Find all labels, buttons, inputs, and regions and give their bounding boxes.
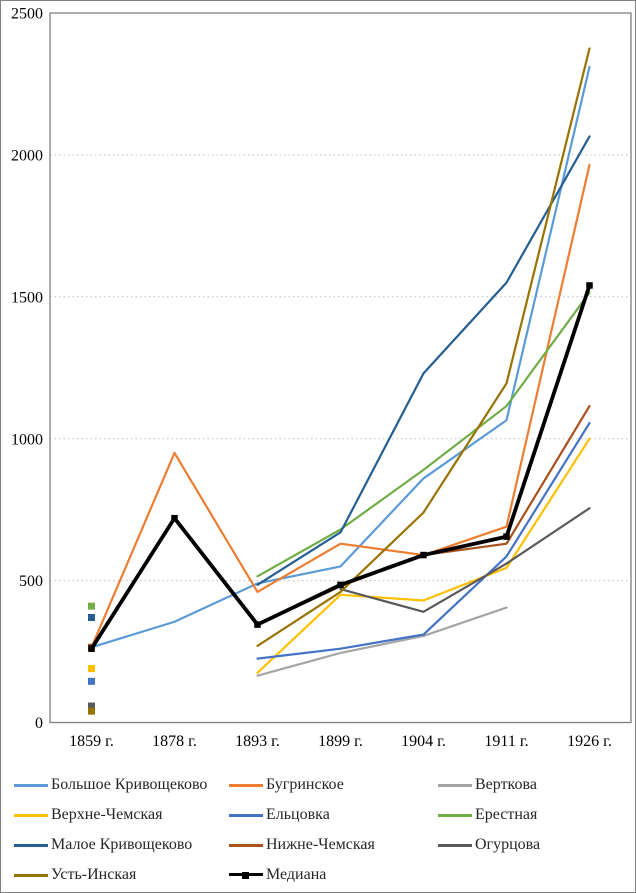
data-point-marker [88, 613, 95, 621]
series-line-1 [90, 65, 591, 649]
line-chart-canvas: 0 500 1000 1500 2000 2500 1859 г. 1878 г. 1893 г… [11, 6, 632, 750]
data-point-marker [88, 677, 95, 685]
legend-swatch-icon [438, 811, 472, 820]
data-point-marker [88, 702, 95, 710]
median-marker [88, 645, 95, 652]
median-marker [337, 581, 344, 589]
legend-item: Нижне-Чемская [229, 834, 438, 856]
y-axis-tick-label: 1500 [11, 289, 43, 306]
legend-swatch-icon [14, 871, 48, 880]
legend-label: Огурцова [475, 836, 541, 853]
legend-label: Нижне-Чемская [266, 836, 375, 853]
median-marker [503, 533, 510, 540]
legend-swatch-icon [229, 781, 263, 790]
legend-swatch-icon [438, 841, 472, 850]
legend-item: Огурцова [438, 834, 626, 856]
legend-label: Большое Кривощеково [51, 776, 208, 793]
y-axis-tick-label: 0 [35, 715, 43, 732]
legend-item: Верхне-Чемская [14, 804, 229, 826]
data-point-marker [88, 602, 95, 610]
legend-label: Медиана [266, 866, 327, 883]
chart-legend: Большое Кривощеково Бугринское Верткова Вер… [14, 770, 626, 890]
legend-item: Малое Кривощеково [14, 834, 229, 856]
legend-label: Ерестная [475, 806, 538, 823]
legend-item: Верткова [438, 774, 626, 796]
data-point-marker [88, 707, 95, 715]
x-axis-tick-label: 1904 г. [401, 733, 446, 750]
y-axis-tick-label: 2500 [11, 6, 43, 23]
median-marker [171, 514, 178, 522]
legend-swatch-icon [229, 871, 263, 880]
legend-label: Ельцовка [266, 806, 330, 823]
x-axis-tick-label: 1859 г. [69, 733, 114, 750]
series-line-4 [256, 437, 591, 674]
x-axis-tick-label: 1911 г. [484, 733, 528, 750]
legend-swatch-icon [14, 781, 48, 790]
legend-item: Бугринское [229, 774, 438, 796]
y-axis-tick-label: 500 [19, 573, 43, 590]
y-axis-tick-label: 1000 [11, 431, 43, 448]
series-line-9 [339, 507, 591, 613]
median-marker [254, 621, 261, 628]
legend-swatch-icon [229, 811, 263, 820]
data-point-marker [88, 665, 95, 673]
legend-swatch-icon [14, 811, 48, 820]
legend-label: Бугринское [266, 776, 344, 793]
series-line-7 [256, 135, 591, 586]
legend-item: Ерестная [438, 804, 626, 826]
legend-label: Верткова [475, 776, 537, 793]
legend-item: Медиана [229, 864, 438, 886]
series-line-3 [256, 606, 508, 677]
series-line-5 [256, 421, 591, 660]
legend-swatch-icon [14, 841, 48, 850]
series-line-10 [256, 47, 591, 647]
legend-swatch-icon [229, 841, 263, 850]
legend-item: Большое Кривощеково [14, 774, 229, 796]
legend-label: Усть-Инская [51, 866, 137, 883]
legend-item: Ельцовка [229, 804, 438, 826]
legend-item: Усть-Инская [14, 864, 229, 886]
legend-label: Малое Кривощеково [51, 836, 193, 853]
y-axis-tick-label: 2000 [11, 148, 43, 165]
legend-swatch-icon [438, 781, 472, 790]
series-line-6 [256, 291, 591, 578]
median-marker [586, 282, 593, 289]
plot-area-border [49, 12, 632, 724]
x-axis-tick-label: 1893 г. [235, 733, 280, 750]
x-axis-tick-label: 1899 г. [318, 733, 363, 750]
x-axis-tick-label: 1926 г. [567, 733, 612, 750]
x-axis-tick-label: 1878 г. [152, 733, 197, 750]
legend-label: Верхне-Чемская [51, 806, 163, 823]
series-line-2 [90, 163, 591, 649]
median-marker [420, 551, 427, 559]
